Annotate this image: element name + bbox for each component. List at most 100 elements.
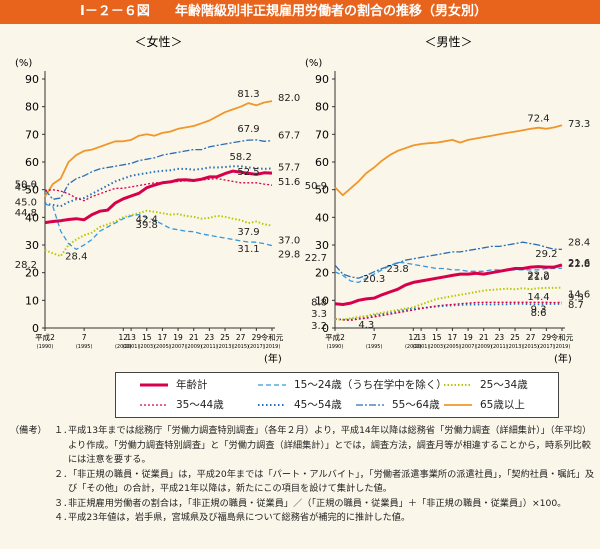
x-tick-sublabel: (2003) <box>428 344 445 350</box>
legend-swatch <box>356 404 384 406</box>
series-line-3 <box>334 286 563 321</box>
data-label: 9.3 <box>531 304 547 315</box>
note-text: 平成23年値は，岩手県，宮城県及び福島県について総務省が補完的に推計した値。 <box>68 512 411 523</box>
x-tick-sublabel: (2011) <box>201 344 218 350</box>
data-label: 81.3 <box>237 89 259 100</box>
y-tick-label: 20 <box>25 267 39 280</box>
y-tick-label: 0 <box>32 322 39 335</box>
data-label: 8.7 <box>568 300 584 311</box>
data-label: 22.7 <box>305 253 327 264</box>
x-tick-sublabel: (2009) <box>475 344 492 350</box>
legend-label: 55～64歳 <box>392 399 440 411</box>
y-tick-label: 70 <box>25 128 39 141</box>
note-4: ４． 平成23年値は，岩手県，宮城県及び福島県について総務省が補完的に推計した値… <box>10 511 595 526</box>
data-label: 37.0 <box>278 236 300 247</box>
x-tick-sublabel: (2007) <box>170 344 187 350</box>
data-label: 29.2 <box>535 249 557 260</box>
y-tick-label: 10 <box>25 294 39 307</box>
data-label: 52.5 <box>237 167 259 178</box>
series-line-6 <box>44 139 273 200</box>
data-label: 21.0 <box>527 272 549 283</box>
x-tick-label: 7 <box>372 333 377 342</box>
x-tick-label: 27 <box>526 333 536 342</box>
series-line-5 <box>334 302 562 321</box>
series-line-1 <box>44 169 273 225</box>
x-tick-label: 平成2 <box>35 332 55 342</box>
x-tick-sublabel: (1995) <box>366 344 383 350</box>
x-tick-sublabel: (2003) <box>138 344 155 350</box>
x-tick-label: 17 <box>158 333 168 342</box>
x-tick-sublabel: (2019) <box>554 344 571 350</box>
legend-swatch <box>258 384 286 386</box>
series-line-6 <box>334 241 563 279</box>
data-label: 3.3 <box>311 309 327 320</box>
x-tick-sublabel: (2015) <box>232 344 249 350</box>
data-label: 39.8 <box>136 220 158 231</box>
x-tick-label: 平成2 <box>325 332 345 342</box>
data-label: 21.6 <box>568 258 590 269</box>
data-label: 73.3 <box>568 119 590 130</box>
notes-section: （備考） １． 平成13年までは総務庁「労働力調査特別調査」（各年２月）より，平… <box>10 424 595 526</box>
y-tick-label: 80 <box>315 101 329 114</box>
legend-label: 35～44歳 <box>176 399 224 411</box>
data-label: 8.6 <box>531 308 547 319</box>
legend-swatch <box>140 383 168 387</box>
x-tick-label: 19 <box>463 333 473 342</box>
data-label: 28.2 <box>15 260 37 271</box>
legend-swatch <box>444 404 472 406</box>
y-tick-label: 90 <box>315 73 329 86</box>
x-tick-label: 令和元 <box>551 332 574 342</box>
x-tick-label: 19 <box>173 333 183 342</box>
data-label: 50.9 <box>305 181 327 192</box>
charts-area: ＜女性＞(%)0102030405060708090平成2(1990)7(199… <box>15 34 591 365</box>
legend-label: 15～24歳（うち在学中を除く） <box>294 379 447 391</box>
y-unit-label: (%) <box>305 58 322 69</box>
x-tick-label: 17 <box>448 333 458 342</box>
data-label: 4.3 <box>358 320 374 331</box>
x-unit-label: (年) <box>554 352 572 365</box>
x-tick-sublabel: (2009) <box>185 344 202 350</box>
x-tick-sublabel: (2013) <box>217 344 234 350</box>
series-line-7 <box>334 124 563 197</box>
x-tick-sublabel: (2001) <box>123 344 140 350</box>
x-tick-label: 12 <box>119 333 129 342</box>
x-tick-sublabel: (2005) <box>154 344 171 350</box>
y-tick-label: 0 <box>322 322 329 335</box>
x-tick-sublabel: (1995) <box>76 344 93 350</box>
data-label: 23.8 <box>386 264 408 275</box>
y-tick-label: 40 <box>25 211 39 224</box>
data-label: 49.7 <box>15 182 37 193</box>
panel-title: ＜女性＞ <box>134 34 182 49</box>
x-tick-label: 25 <box>220 333 230 342</box>
data-label: 58.2 <box>230 152 252 163</box>
note-number: ３． <box>54 497 73 509</box>
x-tick-sublabel: (2015) <box>522 344 539 350</box>
data-label: 20.3 <box>363 274 385 285</box>
data-label: 22.2 <box>527 271 549 282</box>
legend-label: 45～54歳 <box>294 399 342 411</box>
y-tick-label: 70 <box>315 128 329 141</box>
series-line-7 <box>44 100 273 198</box>
data-label: 28.4 <box>65 251 87 262</box>
data-label: 8.8 <box>311 298 327 309</box>
x-tick-label: 29 <box>252 333 262 342</box>
chart-legend: 年齢計 15～24歳（うち在学中を除く） 25～34歳 35～44歳 45～54歳 55～… <box>115 372 559 418</box>
note-number: ４． <box>54 512 73 523</box>
x-tick-label: 29 <box>542 333 552 342</box>
series-line-4 <box>44 177 273 202</box>
series-line-4 <box>334 301 563 321</box>
x-tick-sublabel: (1990) <box>327 344 344 350</box>
note-text: 非正規雇用労働者の割合は，「非正規の職員・従業員」／（「正規の職員・従業員」＋「… <box>68 497 567 509</box>
x-tick-label: 12 <box>409 333 419 342</box>
note-2: ２． 「非正規の職員・従業員」は，平成20年までは「パート・アルバイト」，「労働… <box>10 468 595 497</box>
x-tick-label: 7 <box>82 333 87 342</box>
x-tick-label: 23 <box>495 333 505 342</box>
x-tick-sublabel: (2019) <box>264 344 281 350</box>
x-tick-sublabel: (2017) <box>538 344 555 350</box>
y-tick-label: 20 <box>315 267 329 280</box>
series-line-2 <box>44 203 273 251</box>
note-number: ２． <box>54 468 73 480</box>
y-tick-label: 80 <box>25 101 39 114</box>
legend-label: 25～34歳 <box>480 379 528 391</box>
x-tick-sublabel: (2013) <box>507 344 524 350</box>
